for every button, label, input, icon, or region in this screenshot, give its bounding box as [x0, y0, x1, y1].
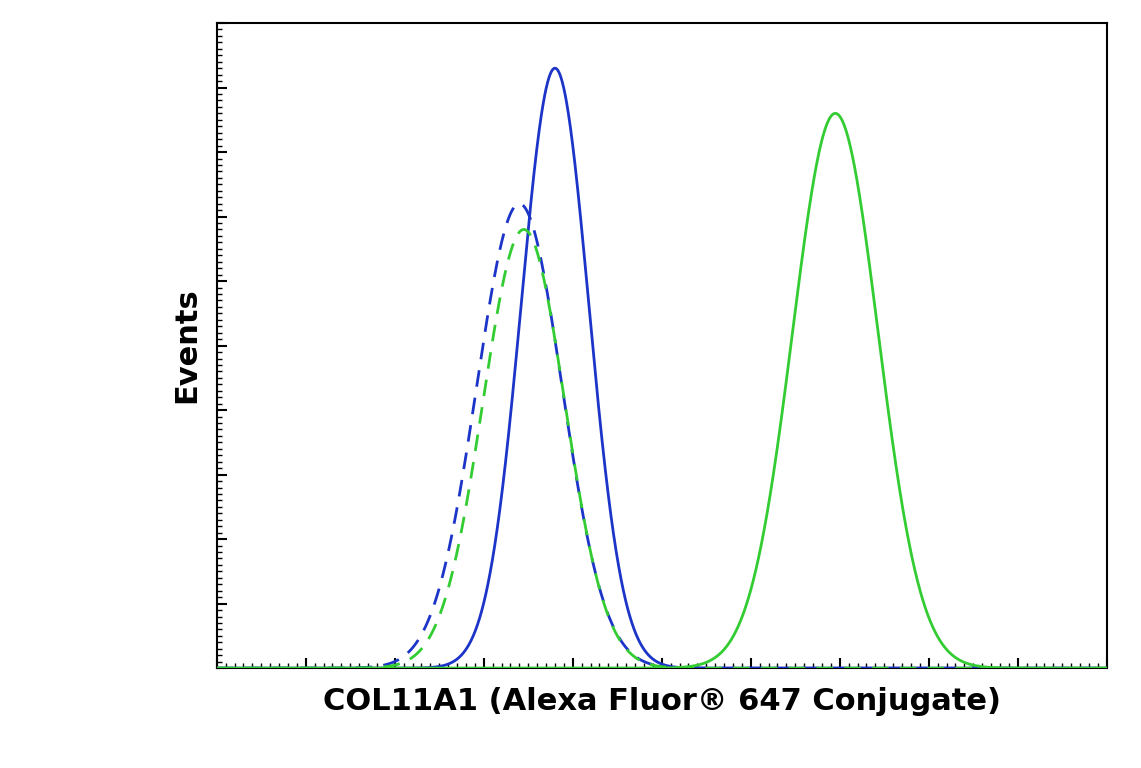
X-axis label: COL11A1 (Alexa Fluor® 647 Conjugate): COL11A1 (Alexa Fluor® 647 Conjugate)	[323, 687, 1001, 716]
Y-axis label: Events: Events	[172, 288, 201, 403]
